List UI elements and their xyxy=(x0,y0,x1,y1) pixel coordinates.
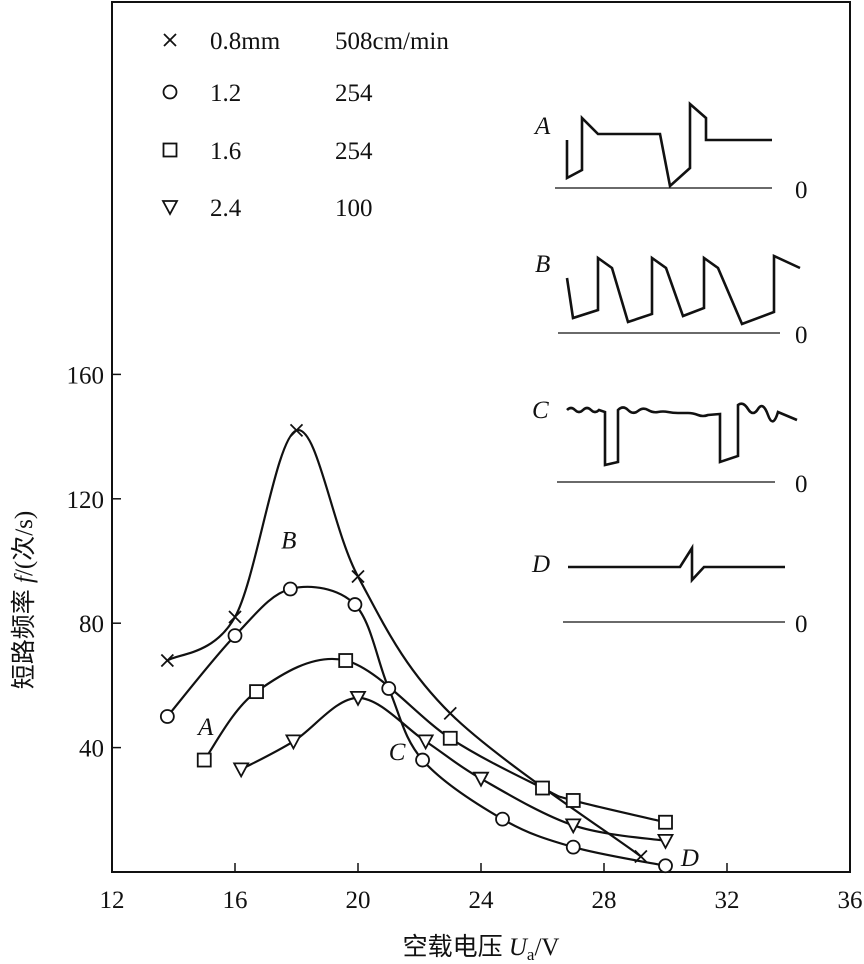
triangle-marker xyxy=(417,734,435,751)
series-curves xyxy=(166,429,666,867)
square-marker xyxy=(442,730,458,746)
triangle-marker xyxy=(656,834,675,850)
circle-marker xyxy=(565,839,581,855)
series-line-square xyxy=(203,657,666,824)
legend: 0.8mm 508cm/min 1.2 254 1.6 254 2.4 100 xyxy=(161,28,449,222)
triangle-marker xyxy=(472,771,490,788)
x-axis-label: 空载电压 Ua/V xyxy=(403,933,560,964)
legend-speed: 254 xyxy=(335,138,373,165)
circle-marker xyxy=(381,681,397,696)
series-line-triangle-down xyxy=(240,696,666,842)
x-tick-label: 28 xyxy=(592,887,617,914)
y-axis-label: 短路频率 f/(次/s) xyxy=(10,511,38,690)
curve-label-d: D xyxy=(680,845,699,872)
square-marker xyxy=(658,814,673,830)
svg-text:0: 0 xyxy=(795,611,808,638)
triangle-marker xyxy=(349,690,367,707)
y-tick-label: 120 xyxy=(67,487,105,514)
x-marker xyxy=(228,610,242,624)
legend-speed: 100 xyxy=(335,195,373,222)
triangle-marker xyxy=(161,200,179,216)
x-marker-stroke xyxy=(289,423,304,438)
curve-label-c: C xyxy=(389,739,406,766)
x-marker xyxy=(443,706,457,721)
y-tick-label: 160 xyxy=(67,362,105,389)
x-tick-label: 36 xyxy=(838,887,863,914)
circle-marker xyxy=(227,628,243,644)
triangle-marker xyxy=(284,734,302,751)
x-marker-stroke xyxy=(634,849,648,864)
series-line-circle xyxy=(166,585,666,867)
legend-speed: 254 xyxy=(335,80,373,107)
svg-text:A: A xyxy=(533,113,551,140)
x-marker xyxy=(289,423,304,438)
circle-marker xyxy=(162,84,178,100)
circle-marker xyxy=(415,752,430,768)
x-tick-label: 24 xyxy=(469,887,495,914)
x-tick-label: 32 xyxy=(715,887,740,914)
legend-diameter: 1.6 xyxy=(210,138,241,165)
x-marker xyxy=(160,653,174,668)
x-marker-stroke xyxy=(443,706,457,721)
legend-diameter: 0.8mm xyxy=(210,28,281,55)
square-marker xyxy=(565,793,581,808)
svg-text:B: B xyxy=(535,251,550,278)
waveform-inset-b: B 0 xyxy=(535,251,808,349)
square-marker xyxy=(196,752,212,768)
curve-label-a: A xyxy=(196,714,214,741)
circle-marker xyxy=(658,858,673,874)
svg-text:0: 0 xyxy=(795,177,808,204)
svg-text:0: 0 xyxy=(795,322,808,349)
x-tick-label: 20 xyxy=(346,887,371,914)
x-tick-label: 16 xyxy=(223,887,248,914)
square-marker xyxy=(162,142,178,158)
y-tick-label: 80 xyxy=(79,611,104,638)
waveform-inset-a: A 0 xyxy=(533,101,808,204)
legend-diameter: 2.4 xyxy=(210,195,242,222)
svg-text:D: D xyxy=(531,551,550,578)
axis-ticks: 12 16 20 24 28 32 36 40 80 120 160 xyxy=(67,362,863,914)
svg-text:0: 0 xyxy=(795,471,808,498)
circle-marker xyxy=(347,597,363,612)
x-marker xyxy=(634,849,648,864)
circle-marker xyxy=(495,811,510,827)
circle-marker xyxy=(282,581,298,597)
legend-diameter: 1.2 xyxy=(210,80,241,107)
triangle-marker xyxy=(564,818,582,835)
x-marker-stroke xyxy=(163,33,177,47)
square-marker xyxy=(338,653,354,668)
triangle-marker xyxy=(232,762,250,779)
series-line-x xyxy=(166,429,642,858)
series-markers xyxy=(159,423,675,874)
circle-marker xyxy=(159,709,175,724)
svg-text:C: C xyxy=(532,397,549,424)
curve-annotations: A B C D xyxy=(196,528,699,872)
x-marker xyxy=(351,569,365,584)
x-marker xyxy=(163,33,177,47)
x-marker-stroke xyxy=(351,569,365,584)
waveform-inset-c: C 0 xyxy=(532,397,808,498)
legend-speed: 508cm/min xyxy=(335,28,449,55)
x-marker-stroke xyxy=(160,653,174,668)
y-tick-label: 40 xyxy=(79,736,104,763)
square-marker xyxy=(249,684,264,700)
x-tick-label: 12 xyxy=(100,887,125,914)
square-marker xyxy=(535,780,550,796)
x-marker-stroke xyxy=(228,610,242,624)
curve-label-b: B xyxy=(281,528,296,555)
waveform-inset-d: D 0 xyxy=(531,543,808,638)
